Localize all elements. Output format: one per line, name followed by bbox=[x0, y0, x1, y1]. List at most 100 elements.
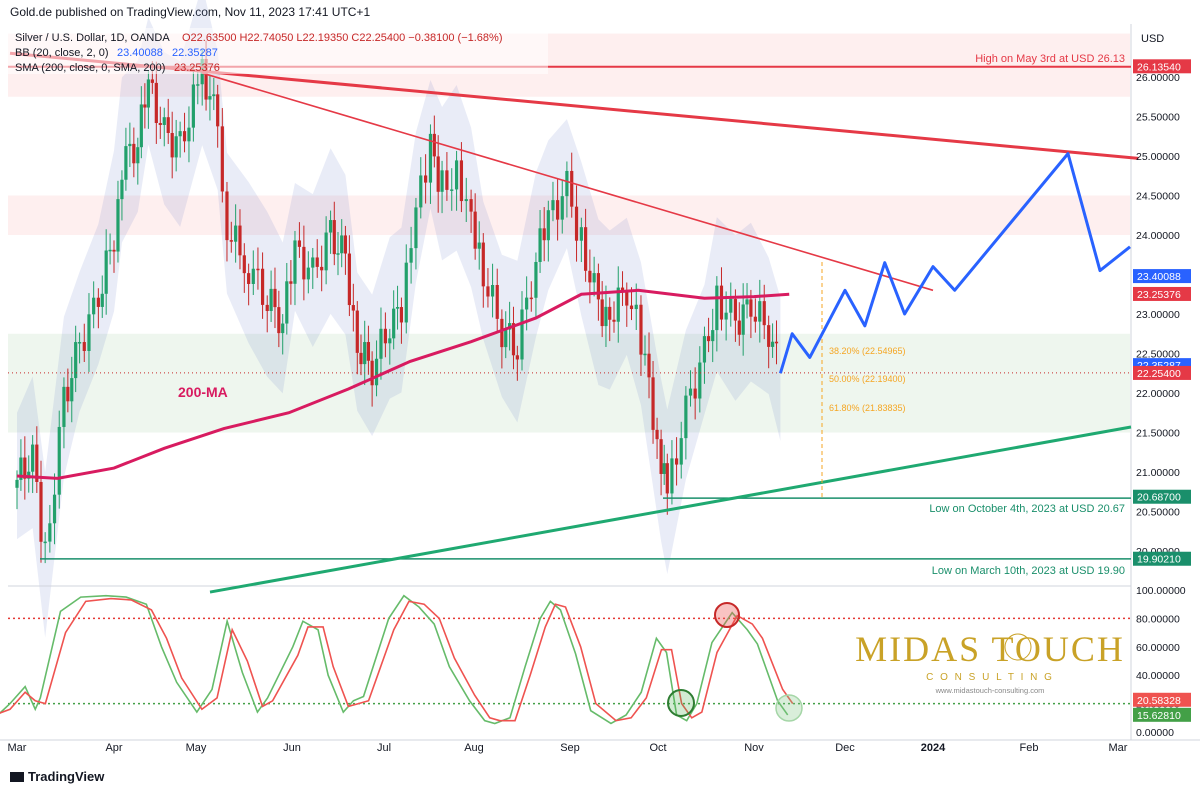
chart-legend: Silver / U.S. Dollar, 1D, OANDA O22.63500… bbox=[8, 28, 548, 74]
candle bbox=[306, 251, 310, 294]
candle bbox=[158, 106, 162, 139]
candle-body bbox=[136, 147, 140, 164]
stoch-tick: 100.00000 bbox=[1136, 585, 1186, 597]
candle-body bbox=[216, 94, 220, 127]
candle bbox=[66, 368, 70, 413]
price-tag-bg bbox=[1133, 59, 1191, 74]
candle-body bbox=[351, 305, 355, 311]
candle bbox=[229, 221, 233, 253]
price-tag-label: 22.25400 bbox=[1137, 368, 1181, 380]
candle-body bbox=[104, 250, 108, 294]
time-label: Sep bbox=[560, 742, 580, 754]
candle-body bbox=[343, 235, 348, 254]
candle bbox=[146, 69, 150, 129]
ohlc-values: O22.63500 H22.74050 L22.19350 C22.25400 … bbox=[182, 32, 503, 44]
candle bbox=[729, 282, 733, 327]
candle bbox=[216, 84, 220, 148]
candle bbox=[120, 170, 124, 221]
price-tag-label: 23.40088 bbox=[1137, 271, 1181, 283]
candle-body bbox=[247, 273, 251, 284]
candle bbox=[745, 283, 749, 319]
tv-brand: TradingView bbox=[28, 769, 105, 784]
candle bbox=[87, 293, 91, 372]
sma-label: SMA (200, close, 0, SMA, 200) bbox=[15, 62, 165, 74]
candle bbox=[351, 283, 355, 332]
candle bbox=[662, 444, 666, 485]
candle-body bbox=[684, 395, 688, 439]
candle-body bbox=[490, 284, 495, 297]
candle bbox=[639, 295, 643, 376]
candle-body bbox=[749, 299, 753, 317]
candle bbox=[546, 200, 550, 262]
candle bbox=[269, 270, 273, 323]
candle bbox=[477, 221, 481, 270]
candle bbox=[293, 230, 297, 306]
candle-body bbox=[574, 206, 579, 241]
candle-body bbox=[534, 261, 538, 298]
candle-body bbox=[77, 342, 82, 344]
stoch-bearish-cross-marker bbox=[714, 602, 740, 628]
tradingview-logo[interactable]: TradingView bbox=[10, 769, 104, 784]
candle bbox=[616, 266, 620, 343]
candle bbox=[724, 291, 728, 341]
candle bbox=[737, 302, 741, 346]
candle bbox=[265, 295, 269, 333]
sma-value: 23.25376 bbox=[174, 62, 220, 74]
candle bbox=[500, 309, 504, 369]
candle-body bbox=[302, 246, 306, 280]
candle bbox=[100, 275, 104, 318]
candle bbox=[225, 181, 229, 262]
candle-body bbox=[464, 199, 468, 202]
candle bbox=[428, 124, 433, 204]
candle-body bbox=[556, 200, 560, 220]
sma200-line bbox=[16, 288, 790, 480]
candle-body bbox=[473, 211, 477, 249]
chart-annotations: High on May 3rd at USD 26.13 Low on Octob… bbox=[178, 53, 1125, 577]
candle bbox=[395, 285, 400, 330]
candle bbox=[665, 453, 669, 515]
candle bbox=[698, 346, 702, 413]
candle-body bbox=[229, 240, 233, 242]
candle-body bbox=[469, 199, 473, 212]
candle-body bbox=[251, 268, 255, 284]
candle-body bbox=[265, 304, 269, 312]
candle-body bbox=[57, 426, 61, 495]
candle-body bbox=[515, 355, 519, 360]
candle-body bbox=[643, 353, 647, 356]
candle-body bbox=[715, 285, 719, 331]
bb-lower-value: 22.35287 bbox=[172, 47, 218, 59]
midas-touch-logo: MIDAS TOUCH C O N S U L T I N G www.midast… bbox=[855, 629, 1123, 695]
candle-body bbox=[495, 284, 499, 319]
candle-body bbox=[525, 297, 529, 310]
price-tick: 20.50000 bbox=[1136, 507, 1180, 519]
candle-body bbox=[116, 199, 120, 252]
stoch-tag-bg bbox=[1133, 692, 1191, 707]
candle bbox=[392, 290, 396, 350]
publisher-text: Gold.de published on TradingView.com, No… bbox=[10, 5, 371, 19]
candle bbox=[62, 377, 66, 449]
candle-body bbox=[758, 301, 762, 322]
candle-body bbox=[374, 358, 379, 386]
candle-body bbox=[639, 304, 643, 355]
stoch-tag-label: 15.62810 bbox=[1137, 710, 1181, 722]
candle-body bbox=[511, 323, 516, 356]
candle bbox=[234, 204, 238, 263]
candle bbox=[520, 291, 524, 371]
candle-body bbox=[315, 257, 319, 267]
candle-body bbox=[273, 288, 277, 308]
bb-label: BB (20, close, 2, 0) bbox=[15, 47, 109, 59]
candle bbox=[774, 320, 779, 365]
candle bbox=[374, 340, 379, 397]
candle-body bbox=[242, 255, 246, 274]
time-axis: Mar Apr May Jun Jul Aug Sep Oct Nov Dec 2024 Feb Mar bbox=[0, 739, 1200, 754]
candle bbox=[128, 122, 132, 168]
price-tick: 24.50000 bbox=[1136, 191, 1180, 203]
candle bbox=[43, 532, 47, 564]
candle-body bbox=[328, 220, 333, 233]
candle-body bbox=[31, 444, 35, 472]
candle bbox=[529, 281, 533, 312]
candle-body bbox=[139, 104, 143, 148]
time-label: Jun bbox=[283, 742, 301, 754]
price-tick: 21.50000 bbox=[1136, 428, 1180, 440]
